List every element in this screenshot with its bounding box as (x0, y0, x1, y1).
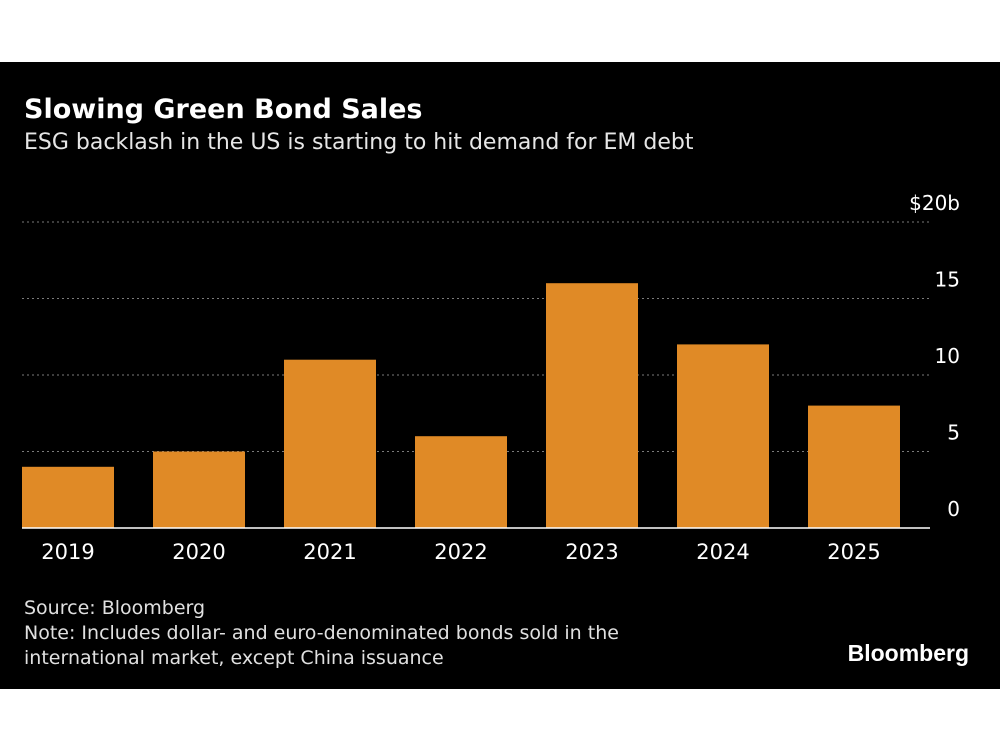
chart-title: Slowing Green Bond Sales (24, 94, 423, 125)
bar-chart: 0 5 10 15 $20b 2019 2020 2021 2022 2023 2024 2025 (22, 191, 960, 564)
chart-subtitle: ESG backlash in the US is starting to hi… (24, 130, 694, 155)
y-tick-label: 10 (935, 344, 960, 368)
bar-2020 (153, 451, 245, 528)
note-line-2: international market, except China issua… (24, 647, 444, 669)
x-tick-label: 2019 (41, 540, 94, 564)
gridlines (22, 221, 930, 452)
chart-footer: Source: Bloomberg Note: Includes dollar-… (24, 596, 619, 671)
bar-2024 (677, 344, 769, 528)
x-tick-label: 2020 (172, 540, 225, 564)
y-axis-ticks: 0 5 10 15 $20b (909, 191, 960, 521)
y-tick-label: $20b (909, 191, 960, 215)
bar-2025 (808, 405, 900, 528)
x-tick-label: 2025 (827, 540, 880, 564)
chart-card: Slowing Green Bond Sales ESG backlash in… (0, 62, 1000, 689)
x-tick-label: 2021 (303, 540, 356, 564)
bar-2022 (415, 436, 507, 528)
y-tick-label: 5 (947, 421, 960, 445)
x-axis-ticks: 2019 2020 2021 2022 2023 2024 2025 (41, 540, 880, 564)
bar-2019 (22, 466, 114, 528)
bar-2023 (546, 283, 638, 528)
y-tick-label: 15 (935, 268, 960, 292)
bars (22, 283, 900, 528)
bloomberg-logo: Bloomberg (847, 640, 969, 666)
x-tick-label: 2023 (565, 540, 618, 564)
source-text: Source: Bloomberg (24, 597, 206, 619)
bar-2021 (284, 359, 376, 528)
x-tick-label: 2022 (434, 540, 487, 564)
x-tick-label: 2024 (696, 540, 749, 564)
note-line-1: Note: Includes dollar- and euro-denomina… (24, 622, 619, 644)
y-tick-label: 0 (947, 497, 960, 521)
